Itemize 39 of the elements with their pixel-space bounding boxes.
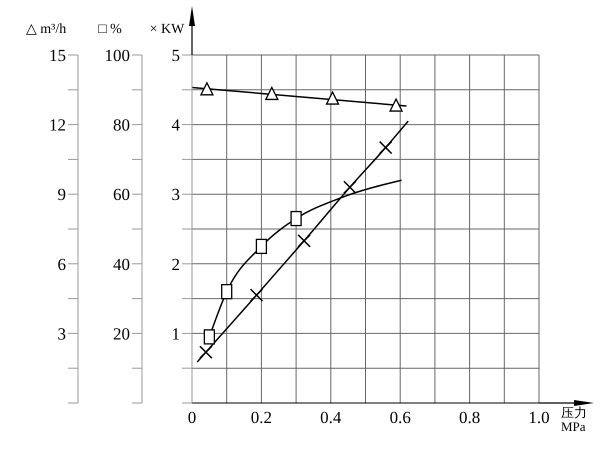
point — [204, 329, 215, 345]
y2-tick-label: 100 — [104, 46, 130, 66]
y2-tick-label: 60 — [113, 185, 130, 204]
line-series — [196, 120, 409, 363]
x-tick-label: 1.0 — [528, 408, 550, 428]
point — [250, 288, 264, 302]
x-tick-label: 0.2 — [250, 408, 272, 428]
point — [200, 82, 214, 96]
y-tick-label: 4 — [172, 116, 180, 135]
y-tick-label: 2 — [172, 254, 180, 274]
y2-axis-title: □ % — [98, 22, 122, 37]
point — [199, 345, 213, 359]
point — [221, 284, 232, 300]
point — [265, 86, 278, 100]
x-tick-label: 0.4 — [320, 408, 342, 428]
y-tick-label: 1 — [172, 324, 180, 344]
point — [297, 234, 311, 248]
point — [326, 91, 340, 105]
y3-tick-label: 3 — [58, 324, 66, 344]
x-tick-label: 0.8 — [458, 408, 480, 428]
point — [389, 98, 403, 112]
point — [290, 210, 302, 226]
y2-tick-label: 80 — [113, 116, 130, 135]
point — [378, 140, 392, 154]
y3-tick-label: 9 — [58, 185, 66, 204]
x-axis-title: 压力 MPa — [561, 405, 587, 434]
y-tick-label: 5 — [172, 46, 180, 66]
point — [256, 238, 268, 254]
y3-tick-label: 6 — [58, 254, 66, 274]
y-axis-title: × KW — [150, 22, 186, 37]
y2-tick-label: 20 — [113, 324, 130, 344]
point — [343, 180, 357, 194]
x-tick-label: 0.6 — [390, 408, 411, 428]
x-tick-label: 0 — [188, 408, 196, 428]
y3-tick-label: 12 — [49, 116, 66, 135]
y2-tick-label: 40 — [113, 254, 130, 274]
y-tick-label: 3 — [172, 185, 180, 204]
y3-axis-title: △ m³/h — [26, 22, 66, 37]
y3-tick-label: 15 — [49, 46, 66, 66]
